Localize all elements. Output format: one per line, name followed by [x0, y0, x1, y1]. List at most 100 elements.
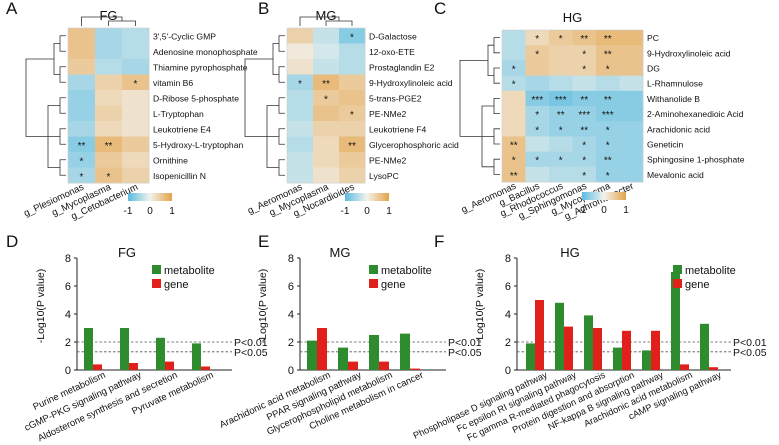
legend-label: gene	[164, 279, 188, 291]
legend-swatch-gene	[673, 279, 682, 288]
bar-gene	[410, 368, 420, 370]
heatmap-cell	[95, 59, 123, 75]
y-tick-label: 8	[65, 253, 71, 265]
panel-letter: B	[258, 0, 269, 18]
heatmap-cell	[525, 121, 550, 137]
legend-swatch-metabolite	[673, 265, 682, 274]
bar-gene	[622, 330, 631, 370]
significance-star: **	[580, 95, 588, 106]
heatmap-cell	[339, 90, 366, 106]
threshold-label: P<0.05	[234, 347, 268, 359]
heatmap-cell	[95, 167, 123, 184]
heatmap-cell	[596, 106, 620, 122]
significance-star: *	[512, 80, 516, 91]
bar-metabolite	[192, 343, 201, 370]
heatmap-cell	[287, 105, 314, 122]
heatmap-cell	[619, 75, 644, 92]
significance-star: *	[535, 156, 539, 167]
significance-star: *	[107, 172, 111, 183]
heatmap-cell	[525, 151, 550, 168]
row-label: 2-Aminohexanedioic Acid	[647, 109, 744, 119]
significance-star: *	[606, 65, 610, 76]
y-tick-label: 4	[288, 309, 294, 321]
heatmap-cell	[122, 105, 150, 122]
significance-star: *	[80, 156, 84, 167]
significance-star: **	[604, 95, 612, 106]
heatmap-cell	[619, 106, 644, 122]
heatmap-cell	[287, 90, 314, 106]
significance-star: *	[606, 141, 610, 152]
significance-star: **	[510, 141, 518, 152]
heatmap-cell	[339, 28, 366, 44]
heatmap-cell	[68, 105, 96, 122]
bar-metabolite	[700, 323, 709, 370]
significance-star: **	[604, 34, 612, 45]
bar-metabolite	[338, 347, 348, 370]
heatmap-cell	[95, 121, 123, 137]
threshold-label: P<0.05	[448, 347, 482, 359]
color-legend-tick: 1	[386, 206, 392, 217]
heatmap-cell	[68, 136, 96, 153]
heatmap-cell	[549, 90, 573, 107]
heatmap-frame	[67, 27, 150, 184]
heatmap-cell	[525, 30, 550, 46]
heatmap-cell	[572, 30, 597, 46]
bar-gene	[317, 328, 327, 370]
heatmap-cell	[313, 74, 340, 91]
significance-star: **	[348, 141, 356, 152]
heatmap-cell	[95, 152, 123, 168]
heatmap-cell	[287, 59, 314, 75]
bar-gene	[379, 361, 389, 370]
panel-letter: C	[434, 0, 446, 18]
heatmap-cell	[313, 105, 340, 122]
significance-star: *	[535, 49, 539, 60]
row-label: 5-Hydroxy-L-tryptophan	[153, 140, 243, 150]
heatmap-cell	[525, 75, 550, 92]
significance-star: **	[322, 79, 330, 90]
row-dendrogram	[459, 37, 500, 175]
row-label: 5-trans-PGE2	[369, 93, 422, 103]
legend-label: metabolite	[164, 265, 215, 277]
bar-metabolite	[369, 335, 379, 370]
chart-title: MG	[330, 245, 351, 260]
heatmap-cell	[502, 121, 526, 137]
significance-star: *	[512, 65, 516, 76]
heatmap-cell	[619, 166, 644, 183]
row-label: DG	[647, 64, 660, 74]
heatmap-cell	[596, 45, 620, 61]
heatmap-panel-C: C HG* * ** *** * *** * ***** *** ** *** ** *** **** * **…	[434, 0, 745, 222]
heatmap-title: FG	[99, 8, 117, 23]
significance-star: **	[105, 141, 113, 152]
heatmap-cell	[549, 121, 573, 137]
heatmap-cell	[525, 60, 550, 76]
significance-star: *	[535, 110, 539, 121]
heatmap-cell	[122, 90, 150, 106]
row-label: Thiamine pyrophosphate	[153, 62, 248, 72]
y-tick-label: 0	[65, 365, 71, 377]
bar-metabolite	[307, 340, 317, 370]
row-label: Ornithine	[153, 155, 188, 165]
heatmap-cell	[502, 30, 526, 46]
y-tick-label: 4	[505, 309, 511, 321]
significance-star: **	[580, 125, 588, 136]
row-label: LysoPC	[369, 171, 399, 181]
heatmap-cell	[596, 121, 620, 137]
significance-star: ***	[531, 95, 543, 106]
heatmap-cell	[549, 166, 573, 183]
y-tick-label: 2	[288, 337, 294, 349]
heatmap-cell	[619, 151, 644, 168]
heatmap-cell	[95, 136, 123, 153]
bar-metabolite	[555, 302, 564, 370]
legend-swatch-metabolite	[369, 265, 378, 274]
threshold-label: P<0.01	[733, 337, 767, 349]
row-label: Adenosine monophosphate	[153, 47, 258, 57]
legend-swatch-gene	[369, 279, 378, 288]
heatmap-cell	[339, 136, 366, 153]
heatmap-cell	[339, 121, 366, 137]
color-legend-bar	[128, 193, 172, 201]
panel-letter: A	[6, 0, 18, 18]
row-label: Withanolide B	[647, 94, 700, 104]
y-tick-label: 2	[65, 337, 71, 349]
panel-letter: F	[434, 232, 444, 251]
